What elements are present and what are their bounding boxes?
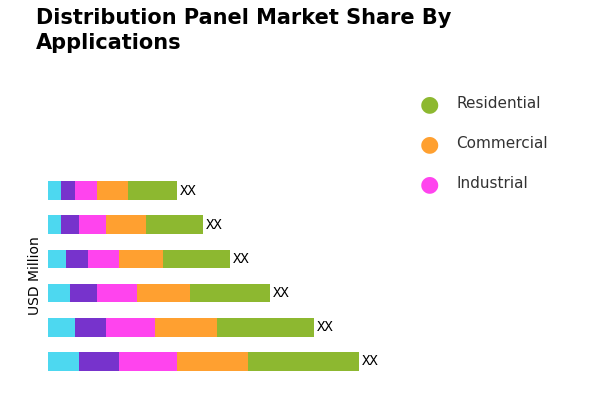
Bar xyxy=(66,250,88,268)
Bar xyxy=(48,250,66,268)
Text: XX: XX xyxy=(206,218,223,232)
Text: Distribution Panel Market Share By
Applications: Distribution Panel Market Share By Appli… xyxy=(36,8,451,53)
Text: Industrial: Industrial xyxy=(456,176,528,192)
Bar xyxy=(119,250,163,268)
Text: Residential: Residential xyxy=(456,96,541,112)
Text: XX: XX xyxy=(179,184,196,198)
Text: XX: XX xyxy=(233,252,250,266)
Text: ●: ● xyxy=(420,94,439,114)
Bar xyxy=(48,352,79,371)
Text: ●: ● xyxy=(420,174,439,194)
Bar xyxy=(48,181,61,200)
Bar xyxy=(106,318,155,336)
Bar xyxy=(61,216,79,234)
Text: Commercial: Commercial xyxy=(456,136,548,152)
Text: XX: XX xyxy=(361,354,378,368)
Bar xyxy=(146,216,203,234)
Bar xyxy=(190,284,270,302)
Bar xyxy=(48,284,70,302)
Bar xyxy=(88,250,119,268)
Bar xyxy=(70,284,97,302)
Bar xyxy=(177,352,248,371)
Y-axis label: USD Million: USD Million xyxy=(28,237,43,315)
Bar xyxy=(48,318,74,336)
Bar xyxy=(106,216,146,234)
Bar xyxy=(79,216,106,234)
Bar xyxy=(97,181,128,200)
Bar xyxy=(128,181,177,200)
Bar xyxy=(163,250,230,268)
Bar xyxy=(248,352,359,371)
Bar xyxy=(217,318,314,336)
Bar xyxy=(48,216,61,234)
Bar xyxy=(97,284,137,302)
Bar xyxy=(155,318,217,336)
Text: XX: XX xyxy=(317,320,334,334)
Bar xyxy=(61,181,74,200)
Text: ●: ● xyxy=(420,134,439,154)
Bar xyxy=(74,318,106,336)
Bar xyxy=(119,352,177,371)
Bar xyxy=(79,352,119,371)
Bar xyxy=(74,181,97,200)
Text: XX: XX xyxy=(272,286,289,300)
Bar xyxy=(137,284,190,302)
